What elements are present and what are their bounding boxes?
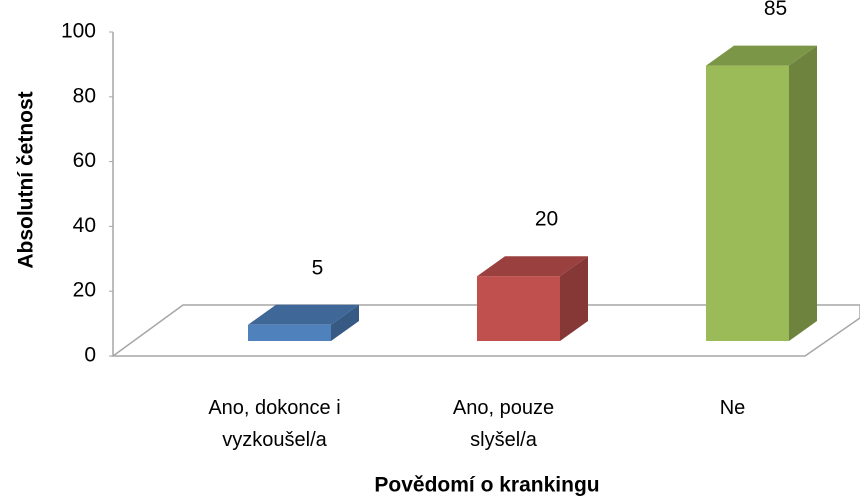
y-tick-label: 60 [73, 149, 96, 172]
floor [110, 304, 860, 357]
y-tick-label: 100 [61, 20, 96, 43]
bar [477, 276, 560, 341]
value-label: 85 [764, 0, 787, 20]
x-tick-label: Ne [719, 397, 746, 419]
y-tick-label: 0 [84, 344, 96, 367]
bar-side [331, 304, 359, 341]
value-label: 5 [312, 256, 324, 279]
value-label: 20 [535, 208, 558, 231]
bar-side [560, 256, 588, 341]
bar [706, 65, 789, 341]
x-tick-label: Ano, dokonce i vyzkoušel/a [208, 397, 341, 451]
x-tick-label: Ano, pouze slyšel/a [452, 397, 555, 451]
y-tick-label: 20 [73, 279, 96, 302]
bar [248, 324, 331, 341]
bar-side [789, 45, 817, 341]
bar-top [477, 256, 588, 277]
y-axis-title: Absolutní četnost [15, 91, 38, 268]
bar-top [706, 45, 817, 66]
y-tick-label: 80 [73, 84, 96, 107]
x-axis-title: Povědomí o krankingu [374, 474, 599, 497]
bar-top [248, 304, 359, 325]
y-tick-label: 40 [73, 214, 96, 237]
